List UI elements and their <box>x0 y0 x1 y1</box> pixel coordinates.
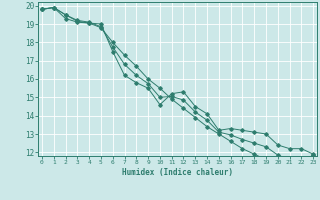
X-axis label: Humidex (Indice chaleur): Humidex (Indice chaleur) <box>122 168 233 177</box>
